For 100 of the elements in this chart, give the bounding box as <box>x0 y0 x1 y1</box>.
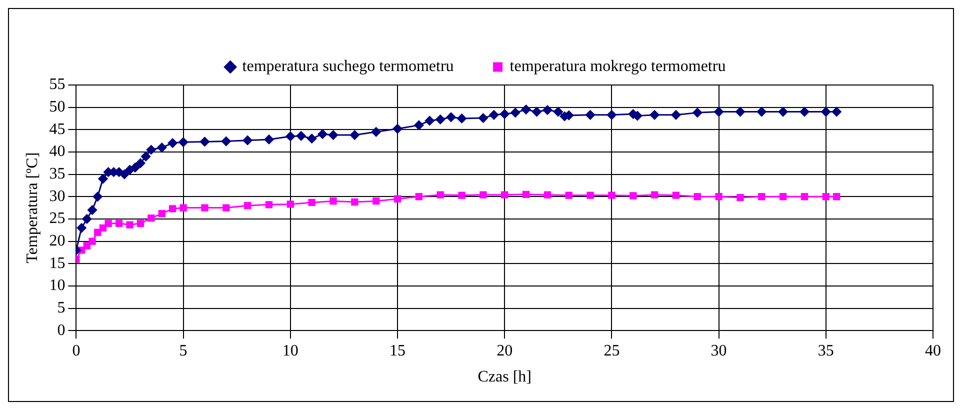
point <box>126 221 134 228</box>
point <box>169 205 176 212</box>
point <box>178 137 188 147</box>
point <box>756 107 766 117</box>
x-tick-label: 30 <box>710 342 727 360</box>
point <box>650 191 658 198</box>
x-tick-label: 20 <box>496 342 513 360</box>
point <box>222 204 230 212</box>
point <box>480 191 487 198</box>
x-tick-label: 40 <box>925 342 941 360</box>
point <box>141 152 151 162</box>
point <box>778 107 788 117</box>
point <box>371 127 381 137</box>
point <box>82 214 92 224</box>
point <box>758 193 766 200</box>
point <box>436 191 444 198</box>
point <box>104 220 112 228</box>
x-tick-label: 15 <box>390 342 406 360</box>
point <box>88 205 98 215</box>
legend-label: temperatura mokrego termometru <box>510 58 726 76</box>
y-tick-label: 45 <box>49 120 66 138</box>
y-tick-label: 35 <box>49 166 66 183</box>
point <box>735 107 745 117</box>
y-tick-label: 15 <box>49 254 66 272</box>
point <box>94 228 102 236</box>
point <box>201 204 208 212</box>
point <box>286 200 294 208</box>
x-tick-label: 0 <box>72 342 80 360</box>
point <box>415 193 422 200</box>
point <box>264 134 274 144</box>
point <box>736 194 744 202</box>
point <box>586 192 594 199</box>
point <box>318 129 328 139</box>
point <box>115 220 123 228</box>
y-axis-title: Temperatura [ºC] <box>24 152 41 264</box>
point <box>350 130 360 140</box>
point <box>606 110 616 120</box>
point <box>372 198 380 205</box>
point <box>553 107 563 117</box>
x-tick-label: 10 <box>282 342 298 360</box>
point <box>200 136 210 146</box>
point <box>296 131 306 141</box>
point <box>822 193 830 200</box>
point <box>330 198 337 205</box>
point <box>180 204 187 212</box>
point <box>351 198 358 206</box>
y-tick-label: 55 <box>49 76 66 94</box>
point <box>671 110 681 120</box>
point <box>83 242 90 250</box>
x-tick-label: 5 <box>179 342 188 360</box>
point <box>158 210 166 218</box>
point <box>779 193 787 200</box>
point <box>146 145 156 154</box>
y-tick-label: 40 <box>49 143 66 160</box>
point <box>242 136 252 146</box>
point <box>168 138 178 148</box>
point <box>394 195 402 202</box>
point <box>542 105 552 115</box>
point <box>500 109 510 119</box>
point <box>672 192 680 199</box>
x-tick-label: 25 <box>604 342 620 360</box>
point <box>650 110 660 120</box>
point <box>632 111 642 121</box>
point <box>522 190 530 198</box>
point <box>92 192 102 202</box>
y-tick-label: 0 <box>57 322 66 339</box>
point <box>586 110 596 120</box>
point <box>120 170 130 180</box>
point <box>521 104 531 114</box>
y-tick-label: 30 <box>49 188 66 205</box>
point <box>98 174 108 184</box>
point <box>715 193 722 200</box>
point <box>436 114 446 124</box>
y-tick-label: 10 <box>49 277 66 294</box>
y-tick-label: 25 <box>49 210 66 228</box>
point <box>800 193 808 200</box>
point <box>244 202 252 210</box>
point <box>821 107 831 117</box>
point <box>489 110 499 120</box>
point <box>424 116 434 126</box>
point <box>99 224 107 232</box>
point <box>307 134 317 144</box>
point <box>478 113 488 123</box>
point <box>608 192 616 199</box>
y-tick-label: 20 <box>49 232 66 250</box>
point <box>221 136 231 146</box>
point <box>328 130 338 140</box>
point <box>157 142 167 152</box>
point <box>308 198 316 206</box>
point <box>532 107 542 117</box>
point <box>130 162 140 172</box>
x-axis-title: Czas [h] <box>478 368 532 386</box>
point <box>414 120 424 130</box>
point <box>148 214 155 222</box>
x-tick-label: 35 <box>818 342 834 360</box>
point <box>136 158 146 168</box>
point <box>88 238 96 245</box>
point <box>286 132 296 142</box>
point <box>544 191 552 198</box>
point <box>136 220 144 228</box>
